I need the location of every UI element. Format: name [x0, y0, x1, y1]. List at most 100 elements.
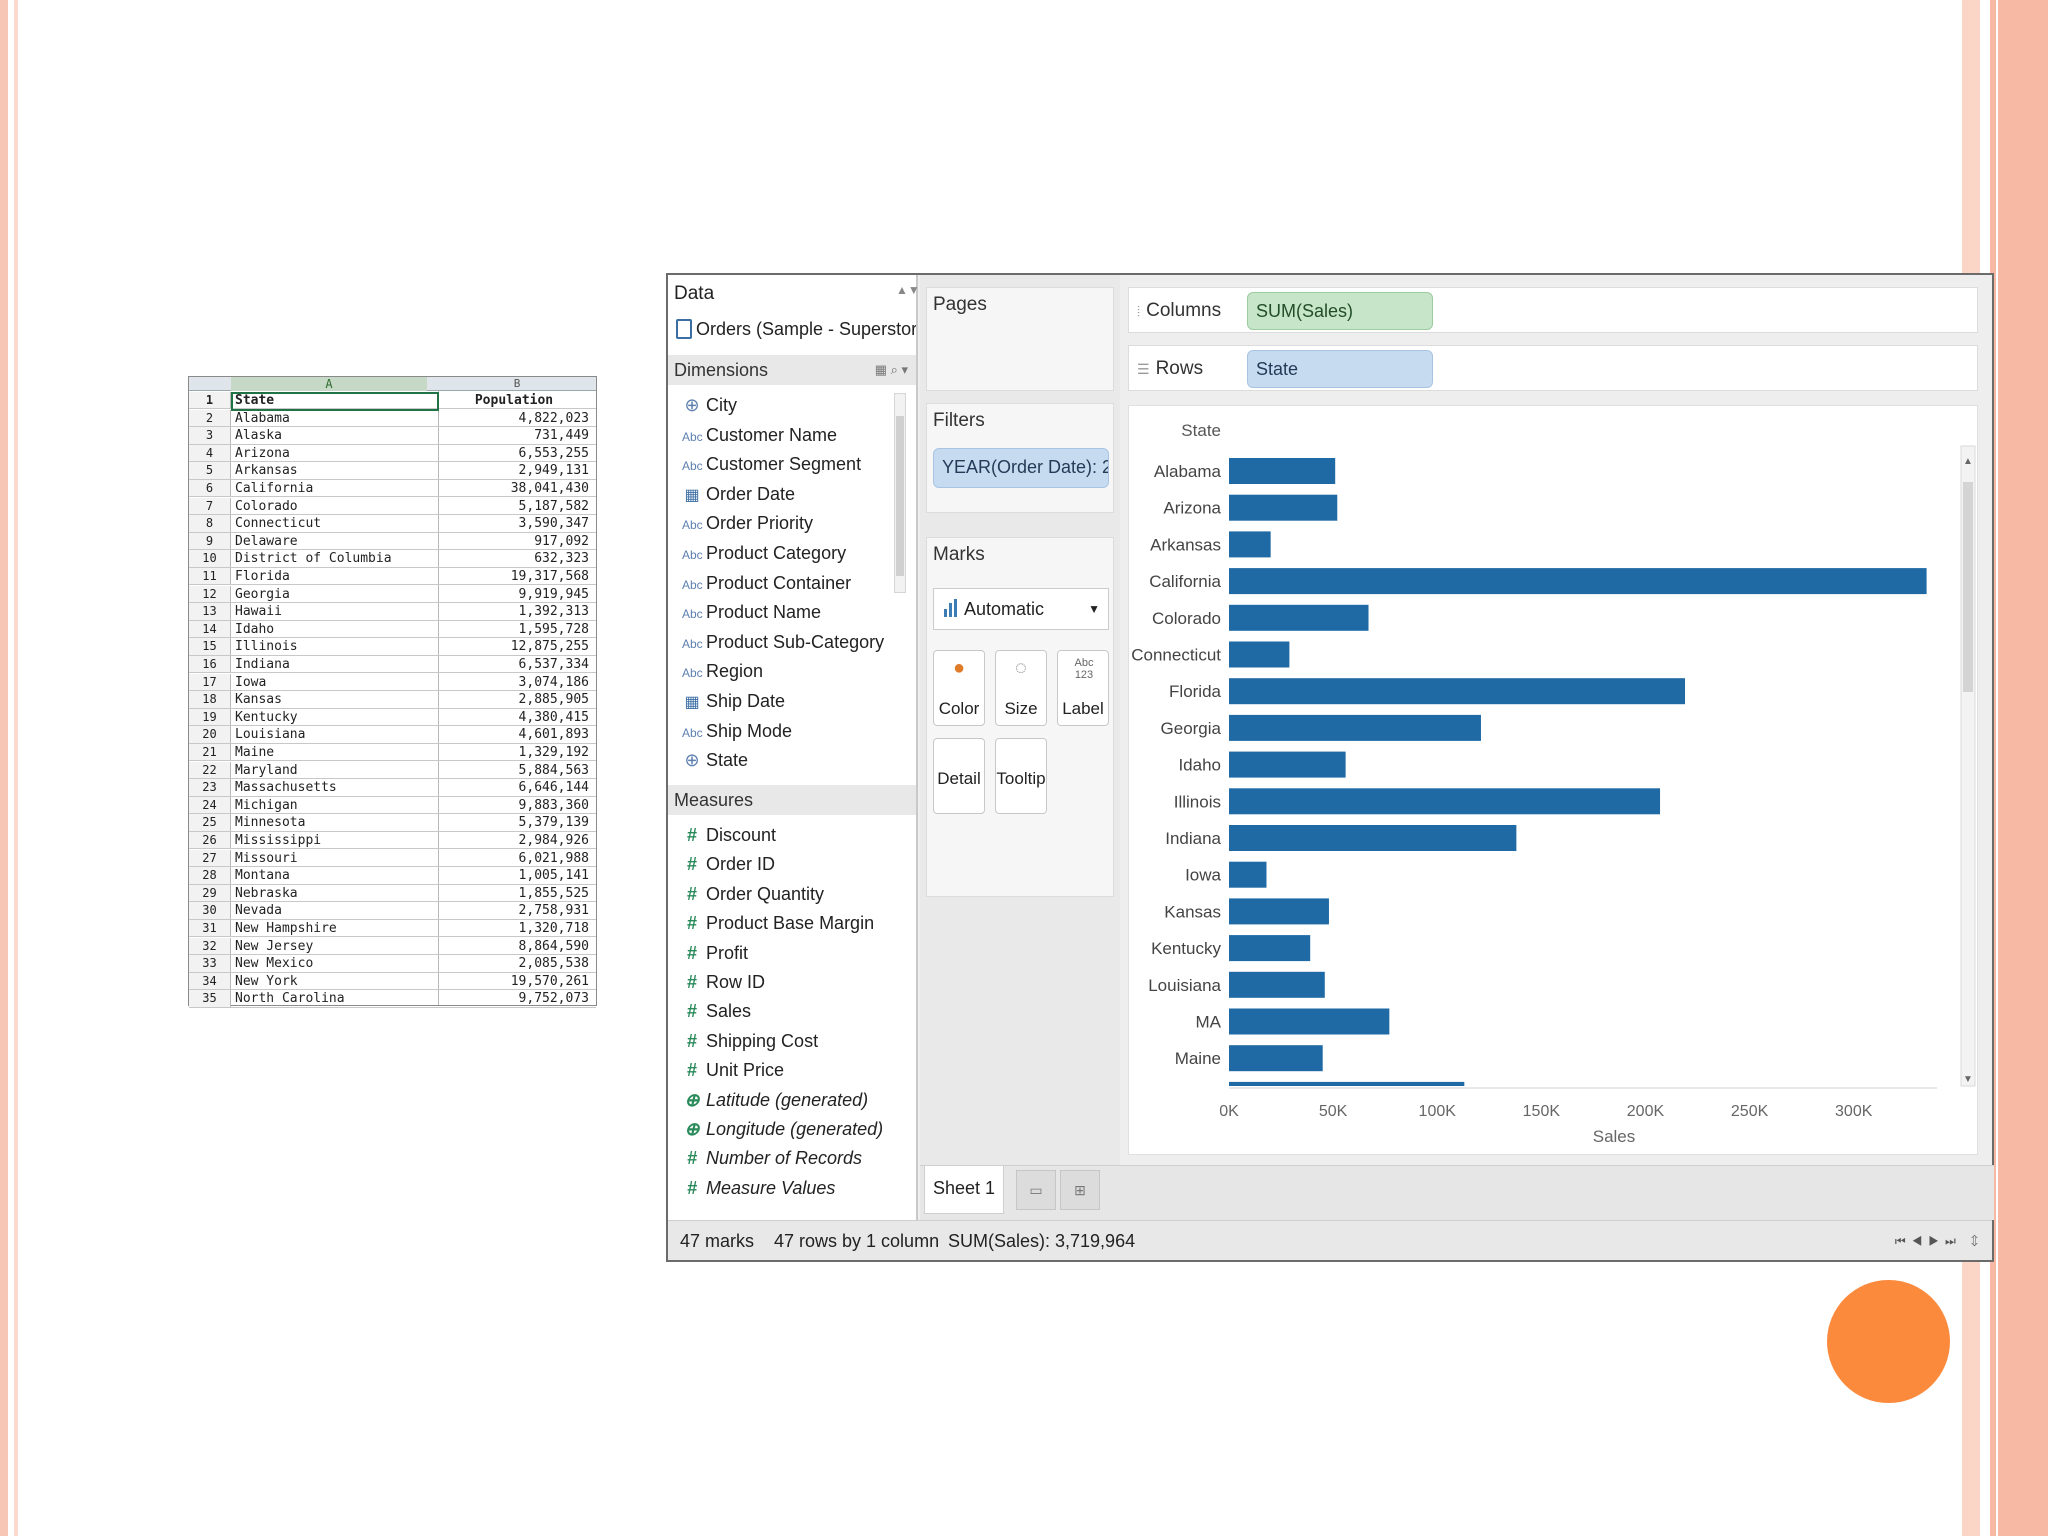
state-cell[interactable]: Nebraska — [235, 885, 298, 901]
dimension-field[interactable]: Abc Product Category — [682, 539, 846, 567]
row-number[interactable]: 25 — [189, 814, 231, 831]
population-cell[interactable]: 2,758,931 — [518, 903, 589, 919]
row-number[interactable]: 5 — [189, 462, 231, 479]
state-cell[interactable]: Mississippi — [235, 833, 322, 848]
state-cell[interactable]: Kansas — [235, 692, 282, 708]
state-cell[interactable]: Nevada — [235, 903, 282, 919]
row-number[interactable]: 6 — [189, 480, 231, 497]
population-cell[interactable]: 1,392,313 — [518, 604, 589, 620]
measure-field[interactable]: # Shipping Cost — [682, 1027, 818, 1055]
sheet-navigation-icons[interactable]: ⏮◀▶⏭ ⇕ — [1894, 1234, 1984, 1248]
state-cell[interactable]: Delaware — [235, 533, 298, 549]
population-cell[interactable]: 9,919,945 — [518, 586, 589, 602]
measure-field[interactable]: ⊕ Longitude (generated) — [682, 1115, 883, 1143]
state-cell[interactable]: Idaho — [235, 621, 275, 637]
row-number[interactable]: 19 — [189, 708, 231, 726]
row-number[interactable]: 15 — [189, 638, 231, 655]
row-number[interactable]: 1 — [189, 392, 231, 409]
state-cell[interactable]: Missouri — [235, 850, 298, 866]
population-cell[interactable]: 1,005,141 — [518, 868, 589, 884]
row-number[interactable]: 17 — [189, 673, 231, 690]
measure-field[interactable]: # Order Quantity — [682, 880, 824, 908]
state-cell[interactable]: Hawaii — [235, 604, 282, 620]
state-cell[interactable]: New Hampshire — [235, 921, 337, 936]
color-button[interactable]: ● Color — [933, 650, 985, 726]
columns-shelf[interactable]: ⦙ Columns SUM(Sales) — [1128, 287, 1978, 333]
dimension-field[interactable]: Abc Product Sub-Category — [682, 628, 884, 656]
state-cell[interactable]: Georgia — [235, 586, 290, 602]
rows-shelf[interactable]: ☰ Rows State — [1128, 345, 1978, 391]
scrollbar-thumb[interactable] — [896, 416, 904, 576]
state-cell[interactable]: Colorado — [235, 498, 298, 514]
row-number[interactable]: 33 — [189, 955, 231, 972]
bar[interactable] — [1229, 935, 1311, 962]
bar[interactable] — [1229, 861, 1267, 888]
population-cell[interactable]: 1,329,192 — [518, 745, 589, 760]
row-number[interactable]: 32 — [189, 937, 231, 954]
rows-pill[interactable]: State — [1247, 350, 1433, 388]
detail-button[interactable]: Detail — [933, 738, 985, 814]
row-number[interactable]: 8 — [189, 515, 231, 532]
bar[interactable] — [1229, 458, 1336, 484]
state-cell[interactable]: Connecticut — [235, 516, 322, 532]
row-number[interactable]: 11 — [189, 568, 231, 585]
filters-card[interactable]: Filters YEAR(Order Date): 2012 — [926, 403, 1114, 513]
population-cell[interactable]: 731,449 — [534, 428, 589, 444]
bar[interactable] — [1229, 678, 1686, 705]
mark-type-dropdown[interactable]: Automatic ▼ — [933, 588, 1109, 630]
sales-bar-chart[interactable]: State Alabama Arizona Arkansas California Col… — [1129, 406, 1979, 1156]
population-cell[interactable]: 5,187,582 — [518, 498, 589, 514]
state-cell[interactable]: New Mexico — [235, 956, 314, 972]
state-cell[interactable]: Minnesota — [235, 815, 306, 831]
bar[interactable] — [1229, 898, 1329, 925]
row-number[interactable]: 16 — [189, 656, 231, 673]
row-number[interactable]: 24 — [189, 796, 231, 814]
row-number[interactable]: 27 — [189, 849, 231, 866]
dimension-field[interactable]: Abc Customer Segment — [682, 450, 861, 478]
bar[interactable] — [1229, 751, 1346, 778]
population-cell[interactable]: 2,949,131 — [518, 463, 589, 479]
row-number[interactable]: 34 — [189, 972, 231, 990]
population-cell[interactable]: 5,379,139 — [518, 815, 589, 831]
state-cell[interactable]: Maine — [235, 745, 275, 760]
pages-card[interactable]: Pages — [926, 287, 1114, 391]
bar[interactable] — [1229, 568, 1927, 595]
visualization-area[interactable]: State Alabama Arizona Arkansas California Col… — [1128, 405, 1978, 1155]
population-cell[interactable]: 1,855,525 — [518, 885, 589, 901]
measure-field[interactable]: # Row ID — [682, 968, 765, 996]
population-cell[interactable]: 6,021,988 — [518, 850, 589, 866]
state-cell[interactable]: New York — [235, 973, 298, 989]
state-cell[interactable]: Indiana — [235, 657, 290, 672]
row-number[interactable]: 26 — [189, 832, 231, 849]
dimension-field[interactable]: Abc Product Container — [682, 569, 851, 597]
population-cell[interactable]: 8,864,590 — [518, 938, 589, 954]
size-button[interactable]: ◌ Size — [995, 650, 1047, 726]
population-cell[interactable]: 12,875,255 — [510, 639, 589, 655]
row-number[interactable]: 2 — [189, 409, 231, 426]
measure-field[interactable]: # Discount — [682, 821, 776, 849]
measure-field[interactable]: # Order ID — [682, 850, 775, 878]
bar[interactable] — [1229, 788, 1661, 815]
row-number[interactable]: 18 — [189, 691, 231, 708]
population-cell[interactable]: 4,822,023 — [518, 410, 589, 426]
row-number[interactable]: 3 — [189, 427, 231, 444]
dimension-field[interactable]: Abc Order Priority — [682, 509, 813, 537]
population-cell[interactable]: 2,085,538 — [518, 956, 589, 972]
state-cell[interactable]: Maryland — [235, 762, 298, 778]
row-number[interactable]: 13 — [189, 603, 231, 620]
dimension-field[interactable]: ▦ Ship Date — [682, 687, 785, 715]
measure-field[interactable]: # Number of Records — [682, 1144, 862, 1172]
new-dashboard-icon[interactable]: ⊞ — [1060, 1170, 1100, 1210]
datasource-item[interactable]: Orders (Sample - Superstor... — [676, 319, 916, 340]
row-number[interactable]: 7 — [189, 497, 231, 514]
population-cell[interactable]: 6,646,144 — [518, 780, 589, 796]
population-cell[interactable]: Population — [474, 393, 554, 408]
filter-pill[interactable]: YEAR(Order Date): 2012 — [933, 448, 1109, 488]
column-b-header[interactable]: B — [513, 377, 521, 390]
measure-field[interactable]: # Product Base Margin — [682, 909, 874, 937]
row-number[interactable]: 35 — [189, 990, 231, 1007]
dimension-field[interactable]: ⊕ State — [682, 746, 748, 774]
state-cell[interactable]: North Carolina — [235, 991, 345, 1007]
row-number[interactable]: 29 — [189, 884, 231, 902]
state-cell[interactable]: Arizona — [235, 445, 290, 461]
